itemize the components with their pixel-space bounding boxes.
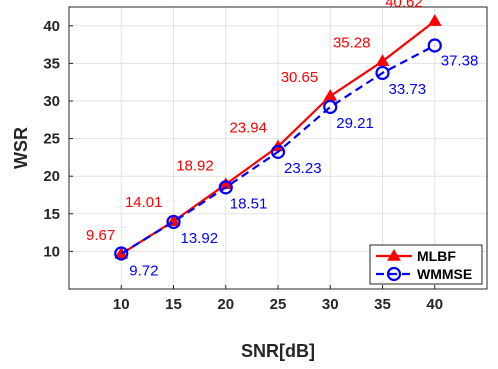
x-tick-label: 30 (322, 296, 339, 313)
data-label-wmmse: 18.51 (230, 195, 268, 212)
x-tick-label: 35 (374, 296, 391, 313)
data-point-wmmse (323, 99, 338, 115)
legend-item-wmmse: WMMSE (376, 266, 472, 282)
series-line-wmmse (120, 44, 436, 255)
data-point-wmmse (218, 180, 233, 195)
y-tick-label: 35 (43, 55, 60, 72)
data-point-mlbf (427, 14, 442, 26)
x-axis-label: SNR[dB] (241, 341, 315, 361)
data-label-wmmse: 13.92 (181, 230, 219, 247)
data-labels: 9.67 14.01 18.92 23.94 30.65 35.28 40.62 9.72 13… (86, 0, 478, 280)
legend-item-mlbf: MLBF (376, 248, 456, 264)
legend-label-mlbf: MLBF (417, 248, 456, 264)
y-tick-label: 10 (43, 243, 60, 260)
data-label-wmmse: 29.21 (336, 115, 374, 132)
x-tick-label: 40 (426, 296, 443, 313)
y-tick-label: 20 (43, 168, 60, 185)
y-tick-label: 15 (43, 206, 60, 223)
y-tick-label: 40 (43, 18, 60, 35)
data-label-wmmse: 37.38 (441, 53, 479, 70)
data-label-wmmse: 23.23 (284, 160, 322, 177)
axis-ticks: 10 15 20 25 30 35 40 10 15 20 25 30 35 40 (43, 18, 443, 313)
data-label-mlbf: 35.28 (333, 34, 371, 51)
data-point-mlbf (375, 54, 390, 66)
y-axis-label: WSR (11, 127, 31, 169)
data-point-mlbf (323, 89, 338, 101)
data-label-mlbf: 40.62 (385, 0, 423, 11)
series-wmmse (114, 38, 442, 261)
x-tick-label: 20 (217, 296, 234, 313)
data-point-wmmse (427, 38, 442, 53)
legend: MLBF WMMSE (369, 244, 483, 285)
data-label-mlbf: 18.92 (176, 157, 214, 174)
x-tick-label: 15 (165, 296, 182, 313)
x-tick-label: 10 (113, 296, 130, 313)
legend-label-wmmse: WMMSE (417, 266, 472, 282)
data-label-mlbf: 30.65 (281, 69, 319, 86)
grid (69, 7, 487, 289)
data-label-wmmse: 9.72 (129, 263, 158, 280)
data-label-mlbf: 14.01 (125, 194, 163, 211)
data-point-wmmse (166, 214, 181, 230)
data-label-wmmse: 33.73 (389, 81, 427, 98)
data-point-wmmse (114, 246, 129, 261)
data-point-wmmse (270, 144, 286, 160)
data-point-wmmse (375, 65, 390, 81)
series-group (114, 14, 442, 261)
data-label-mlbf: 9.67 (86, 227, 115, 244)
data-label-mlbf: 23.94 (229, 120, 267, 137)
x-tick-label: 25 (270, 296, 287, 313)
legend-marker-wmmse (386, 266, 402, 282)
legend-marker-mlbf (387, 249, 401, 261)
y-tick-label: 25 (43, 131, 60, 148)
legend-items: MLBF WMMSE (376, 248, 472, 282)
y-tick-label: 30 (43, 93, 60, 110)
